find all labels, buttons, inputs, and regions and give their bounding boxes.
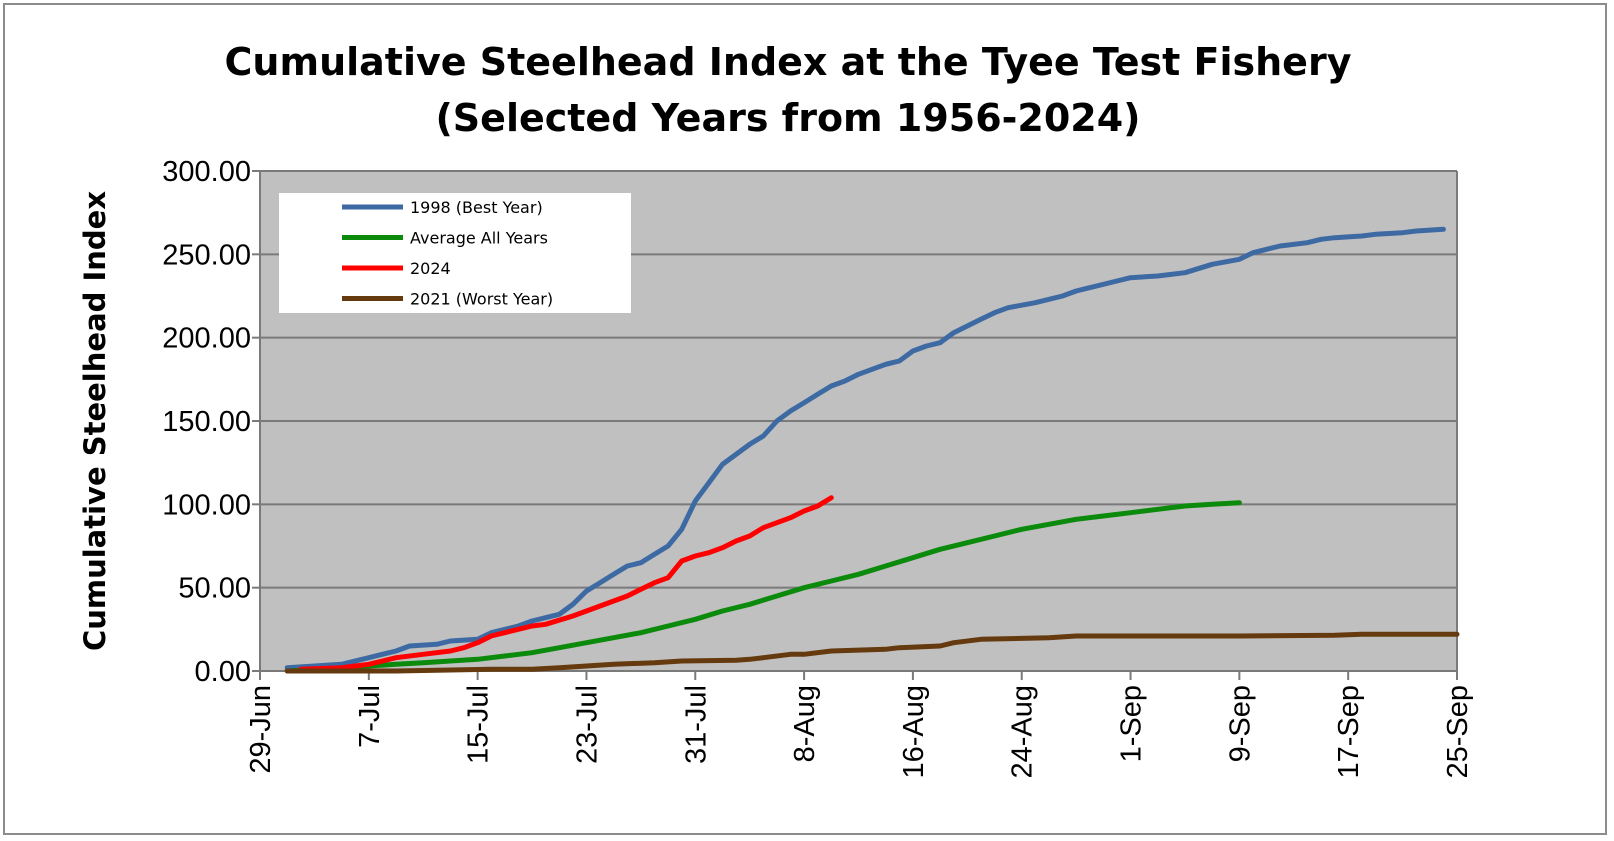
y-tick-label: 300.00 (162, 156, 251, 188)
x-axis-ticks: 29-Jun 7-Jul 15-Jul 23-Jul 31-Jul 8-Aug 16-Aug… (245, 671, 1474, 779)
legend: 1998 (Best Year) Average All Years 2024 202… (279, 193, 631, 313)
chart: Cumulative Steelhead Index at the Tyee T… (78, 40, 1474, 779)
x-tick-label: 23-Jul (571, 685, 603, 764)
chart-subtitle: (Selected Years from 1956-2024) (435, 96, 1140, 140)
x-tick-label: 31-Jul (680, 685, 712, 764)
x-tick-label: 8-Aug (789, 685, 821, 762)
legend-label: 2024 (410, 259, 451, 278)
series-line (284, 500, 1242, 674)
x-tick-label: 7-Jul (354, 685, 386, 748)
y-tick-label: 0.00 (195, 656, 251, 688)
x-tick-label: 25-Sep (1442, 685, 1474, 779)
legend-label: Average All Years (410, 229, 548, 248)
legend-label: 1998 (Best Year) (410, 198, 543, 217)
series-line (284, 226, 1446, 671)
x-tick-label: 1-Sep (1116, 685, 1148, 762)
y-tick-label: 150.00 (162, 406, 251, 438)
y-tick-label: 200.00 (162, 323, 251, 355)
series-lines (284, 226, 1460, 674)
x-tick-label: 17-Sep (1333, 685, 1365, 779)
y-tick-label: 100.00 (162, 489, 251, 521)
x-tick-label: 15-Jul (463, 685, 495, 764)
series-line (298, 495, 834, 672)
y-axis-ticks: 0.00 50.00 100.00 150.00 200.00 250.00 300.00 (162, 156, 260, 688)
x-tick-label: 16-Aug (898, 685, 930, 779)
x-tick-label: 29-Jun (245, 685, 277, 774)
y-axis-label: Cumulative Steelhead Index (78, 191, 112, 651)
y-tick-label: 250.00 (162, 239, 251, 271)
legend-box (279, 193, 631, 313)
y-tick-label: 50.00 (178, 573, 251, 605)
x-tick-label: 24-Aug (1007, 685, 1039, 779)
x-tick-label: 9-Sep (1224, 685, 1256, 762)
chart-frame: Cumulative Steelhead Index at the Tyee T… (3, 3, 1607, 835)
series-line (284, 631, 1460, 674)
legend-label: 2021 (Worst Year) (410, 290, 553, 309)
chart-title: Cumulative Steelhead Index at the Tyee T… (225, 40, 1352, 84)
